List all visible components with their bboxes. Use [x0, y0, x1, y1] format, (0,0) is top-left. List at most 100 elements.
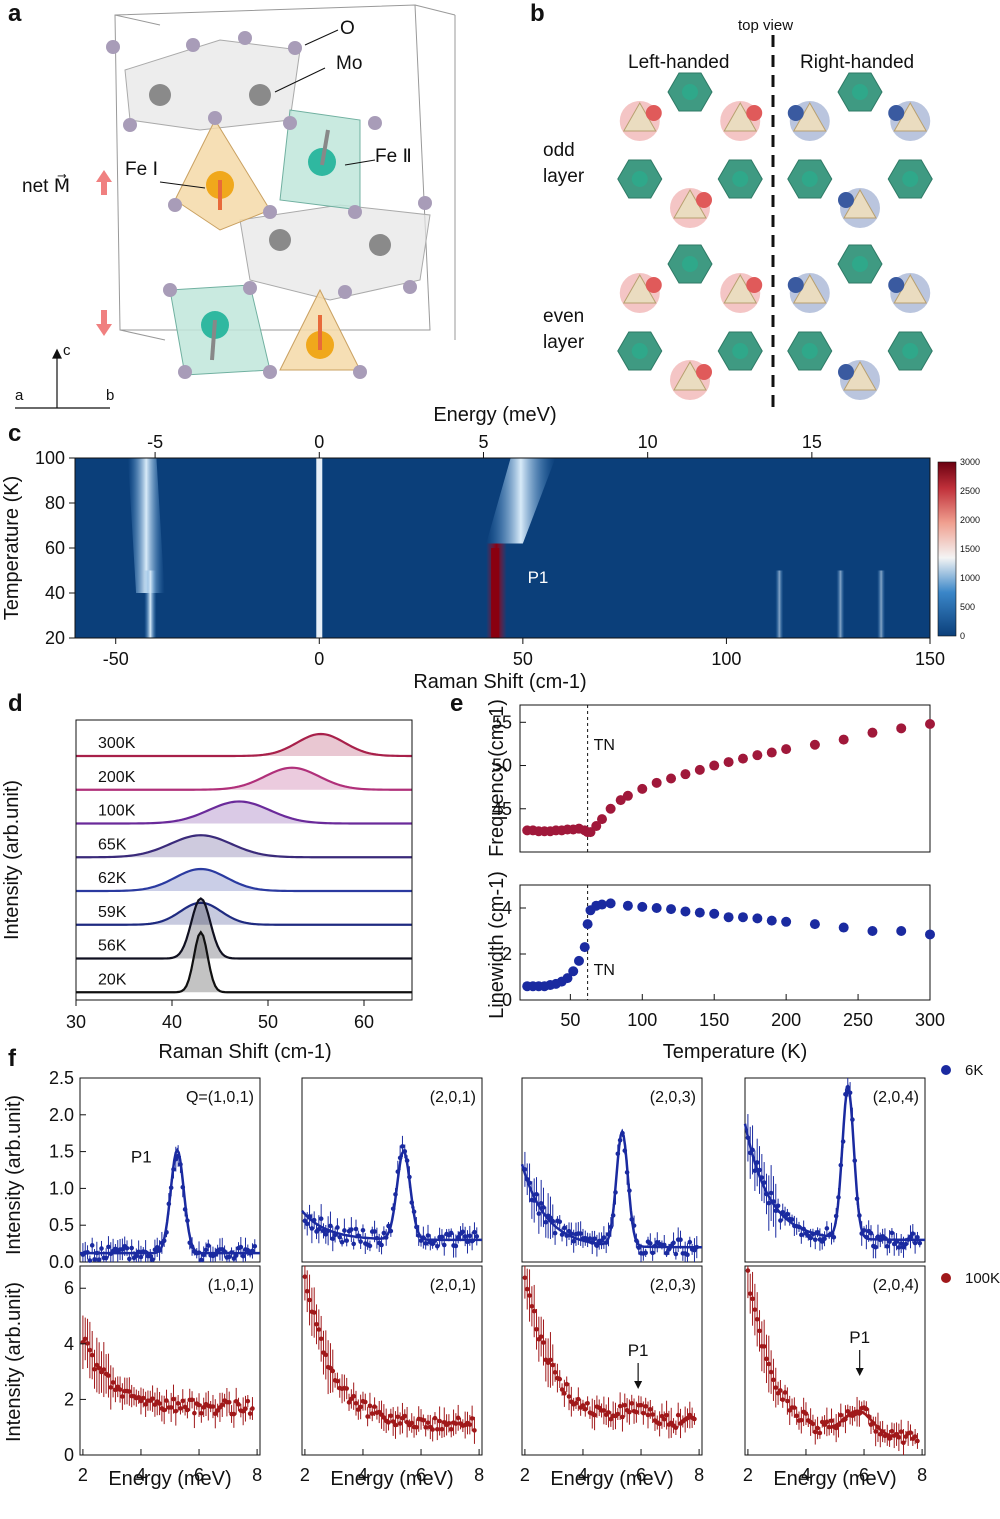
f-top-point	[831, 1235, 837, 1240]
panel-f-1: (2,0,1) (2,0,1) 2 4 6 8 Energy (meV)	[300, 1077, 484, 1490]
f-bottom-point	[903, 1434, 909, 1439]
panel-e-top-point	[867, 727, 878, 738]
f-bottom-point	[873, 1429, 878, 1434]
panel-e-bottom-point	[573, 955, 584, 966]
f-bottom-point	[615, 1411, 621, 1417]
panel-e-top-point	[709, 760, 720, 771]
f-bottom-point	[692, 1416, 697, 1422]
top-tick-label: 0	[314, 432, 324, 452]
f-top-point	[592, 1236, 597, 1242]
f-bottom-point	[367, 1403, 373, 1409]
fe2-site	[631, 171, 648, 187]
f-top-point	[678, 1237, 683, 1243]
f-top-point	[199, 1257, 204, 1263]
f-top-point	[381, 1230, 387, 1236]
d-x-tick-label: 60	[354, 1012, 374, 1032]
f-bottom-point	[657, 1421, 662, 1427]
panel-e-top-point	[637, 783, 648, 794]
f-bottom-point	[243, 1406, 248, 1411]
f-bottom-point	[562, 1391, 567, 1396]
panel-e-top-point	[737, 753, 748, 764]
f-top-point	[901, 1244, 906, 1250]
f-top-point	[309, 1226, 315, 1231]
f-bottom-point	[150, 1396, 155, 1401]
panel-e-top-point	[925, 719, 935, 730]
f-x-axis-label: Energy (meV)	[108, 1468, 231, 1490]
f-top-point	[789, 1217, 795, 1222]
f-top-point	[778, 1218, 783, 1223]
f-top-point	[799, 1232, 804, 1238]
y-tick-label: 60	[45, 538, 65, 558]
f-bottom-point	[592, 1412, 597, 1418]
spectrum-fill-200K	[76, 767, 412, 790]
f-bottom-point	[247, 1411, 253, 1416]
f-x-tick-label: 4	[136, 1465, 146, 1485]
f-top-point	[768, 1190, 774, 1196]
panel-f-3: (2,0,4) (2,0,4) P1 2 4 6 8 Energy (meV)	[743, 1077, 927, 1490]
panel-e-bottom-point	[867, 926, 878, 936]
panel-e-top-point	[896, 723, 907, 734]
axis-b-label: b	[106, 387, 115, 404]
f-bottom-point	[388, 1413, 394, 1419]
f-top-point	[534, 1191, 539, 1197]
f-top-point	[318, 1216, 324, 1222]
e-bottom-y-axis-label: Linewidth (cm-1)	[486, 871, 508, 1019]
f-bottom-y-tick-label: 4	[64, 1334, 74, 1354]
panel-e-top-point	[622, 790, 633, 801]
panel-e-top-y-tick-label: 55	[492, 712, 512, 732]
fe2-site	[732, 171, 749, 187]
f-bottom-point	[817, 1430, 823, 1436]
f-bottom-point	[527, 1293, 532, 1298]
panel-e-top-point	[615, 795, 626, 806]
f-bottom-point	[675, 1412, 681, 1418]
f-bottom-point	[845, 1409, 851, 1414]
panel-e-top-point	[651, 777, 662, 788]
colorbar-tick-label: 0	[960, 631, 965, 641]
f-top-point	[441, 1242, 447, 1248]
f-x-tick-label: 6	[194, 1465, 204, 1485]
f-bottom-point	[576, 1396, 581, 1402]
f-top-point	[562, 1225, 567, 1231]
f-bottom-q-label: (2,0,4)	[873, 1277, 919, 1294]
f-top-point	[342, 1228, 347, 1233]
odd-layer-label-1: odd	[543, 140, 575, 161]
panel-e-top-point	[666, 773, 677, 784]
f-bottom-y-axis-label: Intensity (arb.unit)	[3, 1282, 25, 1442]
f-bottom-point	[531, 1308, 537, 1314]
f-bottom-point	[212, 1411, 218, 1417]
f-bottom-point	[231, 1411, 237, 1417]
panel-e-bottom-x-tick-label: 300	[915, 1010, 945, 1030]
f-top-y-tick-label: 0.0	[49, 1252, 74, 1272]
f-bottom-point	[96, 1365, 102, 1371]
f-bottom-point	[552, 1370, 558, 1375]
f-top-point	[423, 1241, 428, 1246]
crystal-structure-diagram	[15, 4, 456, 409]
f-bottom-point	[143, 1402, 148, 1407]
spectrum-fill-300K	[76, 734, 412, 756]
f-x-tick-label: 8	[474, 1465, 484, 1485]
f-bottom-point	[608, 1416, 614, 1422]
f-bottom-point	[323, 1352, 329, 1358]
even-left-hex	[617, 244, 763, 400]
f-bottom-point	[757, 1328, 762, 1334]
fe2-site	[902, 171, 919, 187]
f-top-point	[351, 1241, 356, 1247]
f-bottom-point	[430, 1427, 435, 1432]
panel-e-bottom-point	[562, 973, 573, 984]
spectrum-label-200K: 200K	[98, 769, 136, 786]
f-top-point	[453, 1243, 459, 1249]
f-top-point	[687, 1239, 693, 1245]
f-bottom-point	[580, 1403, 586, 1408]
f-bottom-point	[446, 1421, 452, 1426]
panel-f-2: (2,0,3) (2,0,3) P1 2 4 6 8 Energy (meV)	[520, 1077, 704, 1490]
f-top-point	[824, 1226, 830, 1231]
f-top-point	[400, 1144, 405, 1149]
f-bottom-point	[792, 1405, 797, 1410]
fe2-site	[732, 343, 749, 359]
f-top-point	[147, 1253, 153, 1259]
f-top-point	[92, 1257, 97, 1262]
f-x-tick-label: 8	[917, 1465, 927, 1485]
y-axis-label: Temperature (K)	[1, 476, 23, 621]
panel-e-bottom-frame	[519, 884, 931, 1001]
f-top-point	[360, 1227, 366, 1233]
